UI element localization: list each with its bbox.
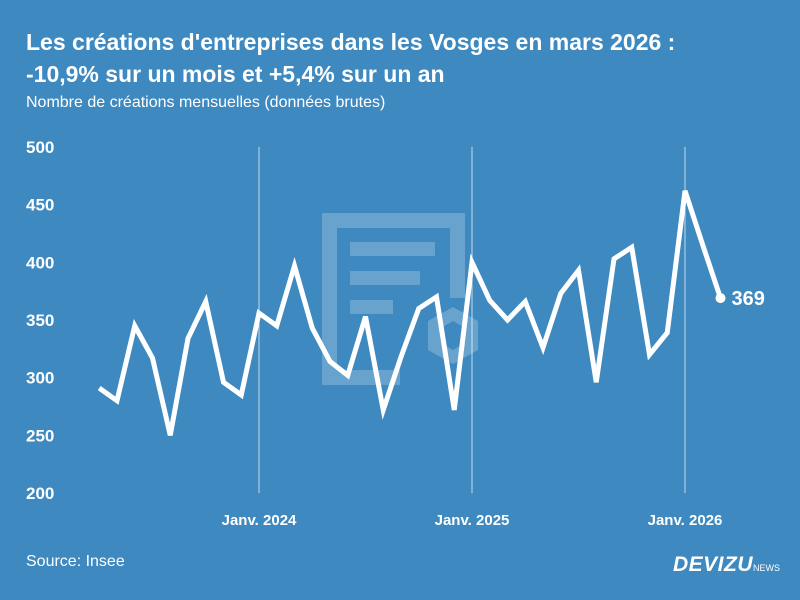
x-tick-label: Janv. 2025	[435, 512, 510, 529]
chart-subtitle: Nombre de créations mensuelles (données …	[26, 94, 386, 111]
y-tick-label: 250	[26, 426, 54, 445]
devizu-logo: DEVIZUNEWS	[673, 553, 780, 577]
title-line-1: Les créations d'entreprises dans les Vos…	[26, 29, 676, 55]
logo-suffix: NEWS	[753, 563, 781, 573]
y-tick-label: 300	[26, 369, 54, 388]
chart-title: Les créations d'entreprises dans les Vos…	[26, 26, 786, 90]
logo-main: DEVIZU	[673, 553, 754, 576]
x-tick-label: Janv. 2024	[222, 512, 297, 529]
title-line-2: -10,9% sur un mois et +5,4% sur un an	[26, 61, 445, 87]
x-tick-label: Janv. 2026	[648, 512, 723, 529]
y-tick-label: 350	[26, 311, 54, 330]
last-data-point	[715, 293, 726, 304]
last-value-label: 369	[732, 288, 765, 310]
y-tick-label: 400	[26, 253, 54, 272]
y-tick-label: 450	[26, 196, 54, 215]
series-line	[97, 190, 723, 436]
source-note: Source: Insee	[26, 553, 125, 570]
y-tick-label: 500	[26, 138, 54, 157]
y-tick-label: 200	[26, 484, 54, 503]
